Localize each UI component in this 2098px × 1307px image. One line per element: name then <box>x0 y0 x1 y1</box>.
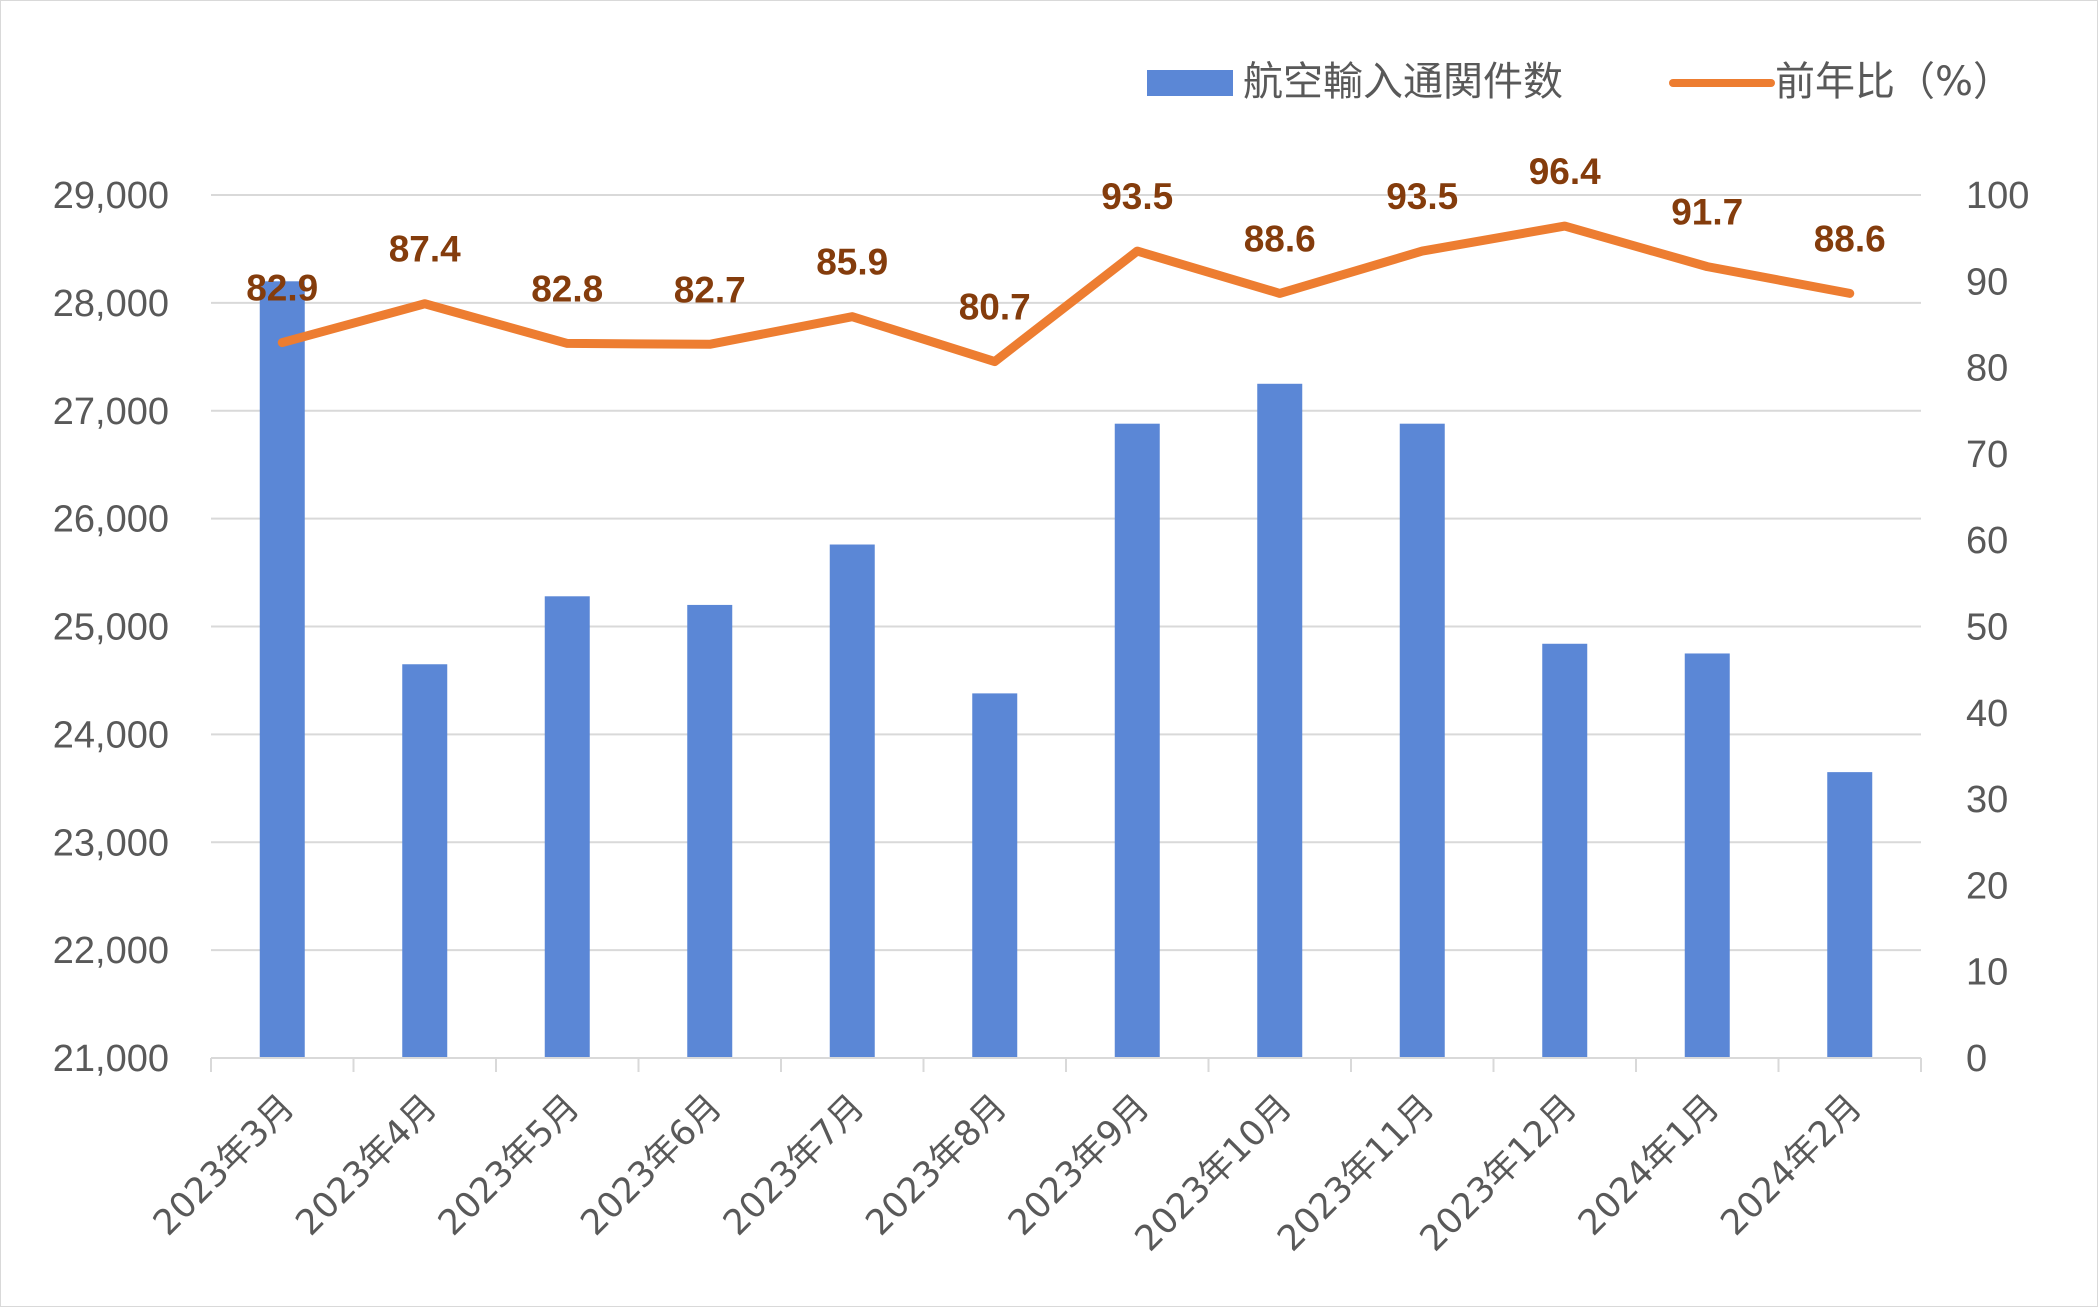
y-right-tick-label: 20 <box>1966 865 2008 907</box>
y-left-tick-label: 23,000 <box>53 822 169 864</box>
data-label: 80.7 <box>959 287 1031 328</box>
x-axis <box>210 1057 1922 1072</box>
y-right-tick-label: 60 <box>1966 520 2008 562</box>
y-right-tick-label: 90 <box>1966 261 2008 303</box>
y-axis-right: 0 10 20 30 40 50 60 70 80 90 100 <box>1966 175 2029 1080</box>
category-label: 2023年9月 <box>1001 1087 1158 1244</box>
y-left-tick-label: 22,000 <box>53 930 169 972</box>
y-right-tick-label: 70 <box>1966 434 2008 476</box>
data-label: 82.8 <box>531 268 603 309</box>
bar <box>1827 772 1873 1058</box>
bar <box>1684 653 1730 1058</box>
legend: 航空輸入通関件数 前年比（%） <box>1147 59 2013 105</box>
y-right-tick-label: 0 <box>1966 1038 1987 1080</box>
data-label: 96.4 <box>1529 151 1601 192</box>
line-path <box>277 221 1855 367</box>
category-label: 2023年5月 <box>431 1087 588 1244</box>
category-label: 2023年7月 <box>716 1087 873 1244</box>
bar <box>1542 643 1588 1058</box>
y-right-tick-label: 40 <box>1966 693 2008 735</box>
y-left-tick-label: 29,000 <box>53 175 169 217</box>
legend-label-line: 前年比（%） <box>1775 59 2013 105</box>
bar <box>687 604 733 1058</box>
data-label: 88.6 <box>1814 218 1886 259</box>
y-right-tick-label: 50 <box>1966 607 2008 649</box>
gridlines <box>211 194 1921 952</box>
bar <box>544 596 590 1058</box>
data-label: 88.6 <box>1244 218 1316 259</box>
bar <box>259 281 305 1058</box>
bar-series <box>259 281 1873 1058</box>
y-left-tick-label: 25,000 <box>53 607 169 649</box>
y-left-tick-label: 27,000 <box>53 391 169 433</box>
data-label: 93.5 <box>1101 176 1173 217</box>
bar <box>1399 423 1445 1058</box>
category-label: 2024年2月 <box>1714 1087 1871 1244</box>
data-label: 87.4 <box>389 229 461 270</box>
legend-swatch-bar <box>1147 70 1233 96</box>
bar <box>1114 423 1160 1058</box>
legend-label-bar: 航空輸入通関件数 <box>1243 59 1563 105</box>
category-label: 2023年3月 <box>146 1087 303 1244</box>
y-right-tick-label: 80 <box>1966 348 2008 390</box>
bar <box>402 664 448 1058</box>
y-axis-left: 21,000 22,000 23,000 24,000 25,000 26,000 27,0… <box>53 175 169 1080</box>
bar <box>829 544 875 1058</box>
y-left-tick-label: 28,000 <box>53 283 169 325</box>
data-label: 85.9 <box>816 242 888 283</box>
category-label: 2023年8月 <box>859 1087 1016 1244</box>
data-label: 82.7 <box>674 269 746 310</box>
data-label: 93.5 <box>1386 176 1458 217</box>
data-labels: 82.9 87.4 82.8 82.7 85.9 80.7 93.5 88.6 93.5 96.4… <box>246 151 1886 327</box>
y-right-tick-label: 100 <box>1966 175 2029 217</box>
category-label: 2024年1月 <box>1571 1087 1728 1244</box>
y-left-tick-label: 24,000 <box>53 714 169 756</box>
line-series <box>277 221 1855 367</box>
category-labels: 2023年3月2023年4月2023年5月2023年6月2023年7月2023年… <box>146 1087 1870 1259</box>
data-label: 82.9 <box>246 268 318 309</box>
data-label: 91.7 <box>1671 192 1743 233</box>
y-left-tick-label: 26,000 <box>53 499 169 541</box>
bar <box>972 693 1018 1058</box>
category-label: 2023年4月 <box>289 1087 446 1244</box>
category-label: 2023年6月 <box>574 1087 731 1244</box>
y-left-tick-label: 21,000 <box>53 1038 169 1080</box>
y-right-tick-label: 10 <box>1966 952 2008 994</box>
bar <box>1257 383 1303 1058</box>
y-right-tick-label: 30 <box>1966 779 2008 821</box>
